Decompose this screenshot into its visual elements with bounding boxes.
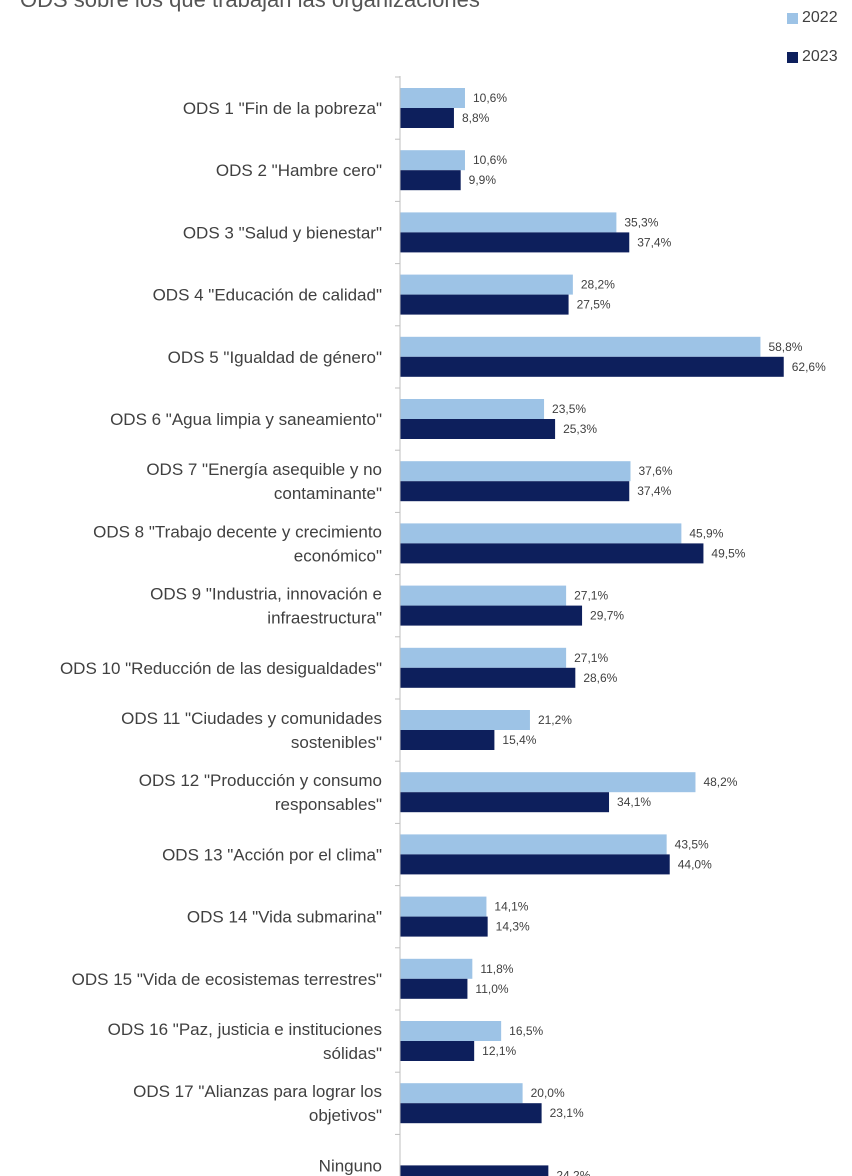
data-label-2023: 15,4% [502,733,536,747]
data-label-2023: 8,8% [462,111,490,125]
data-label-2022: 27,1% [574,651,608,665]
category-label: ODS 15 "Vida de ecosistemas terrestres" [72,970,382,989]
bar-2022 [400,834,667,855]
data-label-2022: 23,5% [552,402,586,416]
data-label-2023: 24,2% [556,1168,590,1176]
data-label-2022: 16,5% [509,1024,543,1038]
category-label: Ninguno [319,1156,382,1175]
bar-2023 [400,419,556,439]
category-label: ODS 5 "Igualdad de género" [168,348,382,367]
category-label: ODS 1 "Fin de la pobreza" [183,99,382,118]
data-label-2022: 21,2% [538,713,572,727]
chart-title: ODS sobre los que trabajan las organizac… [20,0,480,13]
category-label: ODS 17 "Alianzas para lograr los objetivo… [133,1082,382,1125]
data-label-2022: 27,1% [574,589,608,603]
data-label-2022: 10,6% [473,153,507,167]
bar-2023 [400,1041,475,1061]
data-label-2023: 49,5% [711,546,745,560]
bar-2023 [400,605,583,626]
data-label-2023: 28,6% [583,671,617,685]
bar-2023 [400,667,576,688]
legend: 2022 2023 [787,6,838,84]
bar-2022 [400,336,761,357]
bar-2022 [400,88,465,108]
data-label-2023: 11,0% [475,982,508,996]
bar-2023 [400,916,488,937]
data-label-2023: 27,5% [577,298,611,312]
category-label: ODS 7 "Energía asequible y no contaminant… [146,460,382,503]
legend-item-2023: 2023 [787,45,838,69]
bar-2022 [400,958,473,979]
legend-item-2022: 2022 [787,6,838,30]
bar-2023 [400,170,461,191]
data-label-2023: 12,1% [482,1044,516,1058]
category-label: ODS 2 "Hambre cero" [216,161,382,180]
category-label: ODS 4 "Educación de calidad" [153,286,382,305]
bar-2023 [400,1103,542,1124]
data-label-2023: 9,9% [469,173,497,187]
data-label-2022: 43,5% [675,837,709,851]
bar-2022 [400,710,530,730]
data-label-2022: 45,9% [689,526,723,540]
category-label: ODS 3 "Salud y bienestar" [183,223,382,242]
data-label-2023: 37,4% [637,235,671,249]
data-label-2022: 11,8% [480,962,513,976]
data-label-2023: 37,4% [637,484,671,498]
bar-2023 [400,792,610,813]
bar-2022 [400,585,567,606]
category-label: ODS 12 "Producción y consumo responsables… [139,771,382,814]
data-label-2022: 35,3% [624,215,658,229]
bar-2023 [400,978,468,999]
bar-2023 [400,730,495,750]
data-label-2022: 28,2% [581,278,615,292]
data-label-2023: 62,6% [792,360,826,374]
category-label: ODS 11 "Ciudades y comunidades sostenible… [121,709,382,752]
bar-2022 [400,274,573,295]
data-label-2022: 58,8% [768,340,802,354]
data-label-2022: 10,6% [473,91,507,105]
bar-2022 [400,896,487,917]
data-label-2023: 34,1% [617,795,651,809]
category-label: ODS 16 "Paz, justicia e instituciones sól… [108,1020,382,1063]
bar-2022 [400,647,567,668]
bar-2023 [400,108,454,128]
category-label: ODS 6 "Agua limpia y saneamiento" [110,410,382,429]
data-label-2023: 44,0% [678,857,712,871]
bar-2023 [400,543,704,564]
category-label: ODS 8 "Trabajo decente y crecimiento econ… [93,522,382,565]
bar-2022 [400,212,617,233]
bar-2023 [400,854,670,875]
bar-2023 [400,481,630,502]
legend-swatch-2023 [787,51,798,63]
bar-2022 [400,772,696,793]
category-label: ODS 9 "Industria, innovación e infraestru… [150,585,382,628]
bar-2022 [400,1083,523,1104]
bar-2023 [400,232,630,253]
data-label-2022: 20,0% [531,1086,565,1100]
data-label-2022: 37,6% [638,464,672,478]
bar-2022 [400,461,631,482]
legend-swatch-2022 [787,12,798,24]
legend-label-2022: 2022 [802,9,838,26]
bar-2023 [400,294,569,315]
bar-2023 [400,1165,549,1176]
data-label-2023: 25,3% [563,422,597,436]
data-label-2023: 14,3% [496,920,530,934]
legend-label-2023: 2023 [802,48,838,65]
bar-2022 [400,399,545,419]
bar-2022 [400,1021,502,1041]
data-label-2023: 23,1% [550,1106,584,1120]
bar-2022 [400,150,465,171]
category-label: ODS 10 "Reducción de las desigualdades" [60,659,382,678]
bar-2022 [400,523,682,544]
category-label: ODS 13 "Acción por el clima" [162,845,382,864]
bar-2023 [400,356,784,377]
category-label: ODS 14 "Vida submarina" [187,908,382,927]
data-label-2023: 29,7% [590,609,624,623]
data-label-2022: 48,2% [703,775,737,789]
data-label-2022: 14,1% [494,900,528,914]
